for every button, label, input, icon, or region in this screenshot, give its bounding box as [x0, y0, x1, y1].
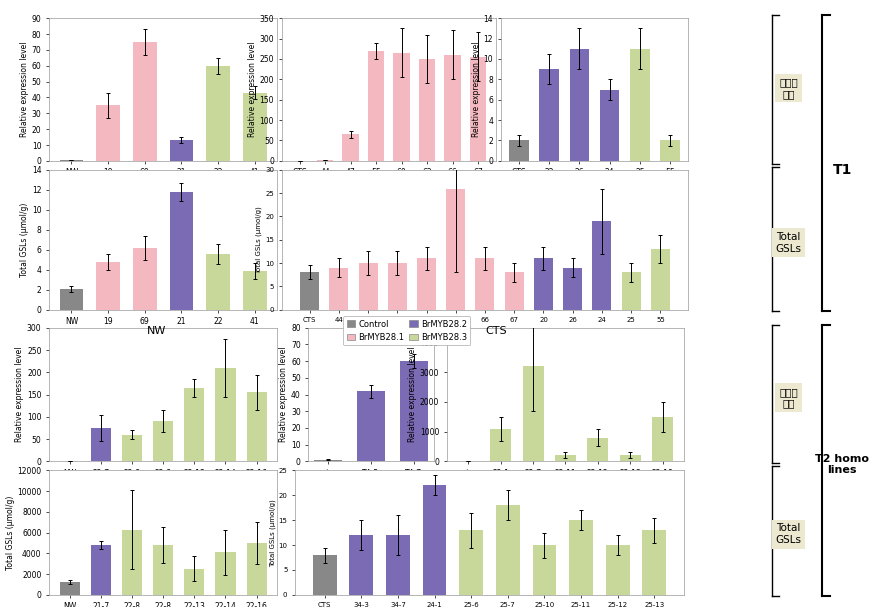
Bar [386, 535, 409, 595]
Y-axis label: Total GSLs (μmol/g): Total GSLs (μmol/g) [269, 499, 275, 566]
Bar [600, 90, 620, 161]
Legend: Control, BrMYB28.1, BrMYB28.2, BrMYB28.3: Control, BrMYB28.1, BrMYB28.2, BrMYB28.3 [343, 316, 470, 345]
Bar [184, 569, 205, 595]
Bar [460, 530, 483, 595]
Bar [563, 268, 582, 310]
Bar [569, 49, 589, 161]
Bar [533, 545, 556, 595]
Bar [350, 535, 373, 595]
Bar [97, 262, 120, 310]
Bar [133, 248, 156, 310]
Bar [419, 59, 435, 161]
Bar [393, 53, 410, 161]
Bar [606, 545, 629, 595]
Bar [122, 529, 142, 595]
Text: T1: T1 [832, 163, 852, 177]
Bar [446, 189, 465, 310]
Bar [417, 259, 436, 310]
Text: 유전자
발현: 유전자 발현 [780, 77, 797, 99]
Text: T2 homo
lines: T2 homo lines [815, 453, 869, 475]
Bar [170, 140, 193, 161]
Bar [153, 421, 173, 461]
Bar [300, 273, 319, 310]
Bar [316, 160, 333, 161]
Bar [60, 288, 83, 310]
Bar [505, 273, 524, 310]
Bar [207, 254, 230, 310]
Bar [510, 140, 529, 161]
Bar [555, 455, 576, 461]
Bar [630, 49, 650, 161]
Bar [490, 429, 511, 461]
Bar [534, 259, 553, 310]
Bar [207, 66, 230, 161]
Bar [90, 428, 111, 461]
Text: Total
GSLs: Total GSLs [775, 523, 802, 545]
Bar [215, 552, 236, 595]
Bar [60, 583, 80, 595]
Bar [133, 42, 156, 161]
Bar [243, 93, 266, 161]
Bar [122, 435, 142, 461]
Bar [400, 361, 428, 461]
Bar [60, 160, 83, 161]
Bar [569, 520, 593, 595]
Bar [496, 505, 519, 595]
Bar [184, 388, 205, 461]
Bar [153, 545, 173, 595]
Bar [620, 455, 641, 461]
Bar [97, 106, 120, 161]
Y-axis label: Relative expression level: Relative expression level [472, 42, 481, 137]
Bar [660, 140, 679, 161]
Text: CTS: CTS [485, 326, 507, 336]
Bar [643, 530, 666, 595]
Bar [652, 417, 673, 461]
Bar [367, 51, 384, 161]
Bar [342, 134, 358, 161]
Bar [593, 221, 611, 310]
Bar [170, 192, 193, 310]
Text: NW: NW [147, 326, 166, 336]
Bar [522, 367, 544, 461]
Bar [539, 69, 559, 161]
Y-axis label: Relative expression level: Relative expression level [15, 347, 24, 443]
Bar [621, 273, 641, 310]
Y-axis label: Relative expression level: Relative expression level [279, 347, 288, 443]
Y-axis label: Relative expression level: Relative expression level [248, 42, 257, 137]
Bar [329, 268, 349, 310]
Bar [247, 543, 266, 595]
Y-axis label: Relative expression level: Relative expression level [408, 347, 417, 443]
Y-axis label: Total GSLs (μmol/g): Total GSLs (μmol/g) [21, 203, 30, 277]
Bar [423, 486, 446, 595]
Bar [444, 55, 461, 161]
Bar [314, 459, 342, 461]
Bar [470, 57, 486, 161]
Bar [247, 392, 266, 461]
Text: Total
GSLs: Total GSLs [775, 232, 802, 254]
Bar [215, 368, 236, 461]
Text: 유전자
발현: 유전자 발현 [780, 387, 797, 409]
Bar [651, 249, 670, 310]
Y-axis label: Total GSLs (μmol/g): Total GSLs (μmol/g) [5, 495, 14, 570]
Y-axis label: Relative expression level: Relative expression level [20, 42, 29, 137]
Bar [357, 392, 385, 461]
Bar [388, 263, 407, 310]
Bar [476, 259, 494, 310]
Bar [243, 271, 266, 310]
Y-axis label: Total GSLs (μmol/g): Total GSLs (μmol/g) [256, 206, 262, 274]
Bar [313, 555, 336, 595]
Bar [358, 263, 377, 310]
Bar [90, 545, 111, 595]
Bar [587, 438, 609, 461]
